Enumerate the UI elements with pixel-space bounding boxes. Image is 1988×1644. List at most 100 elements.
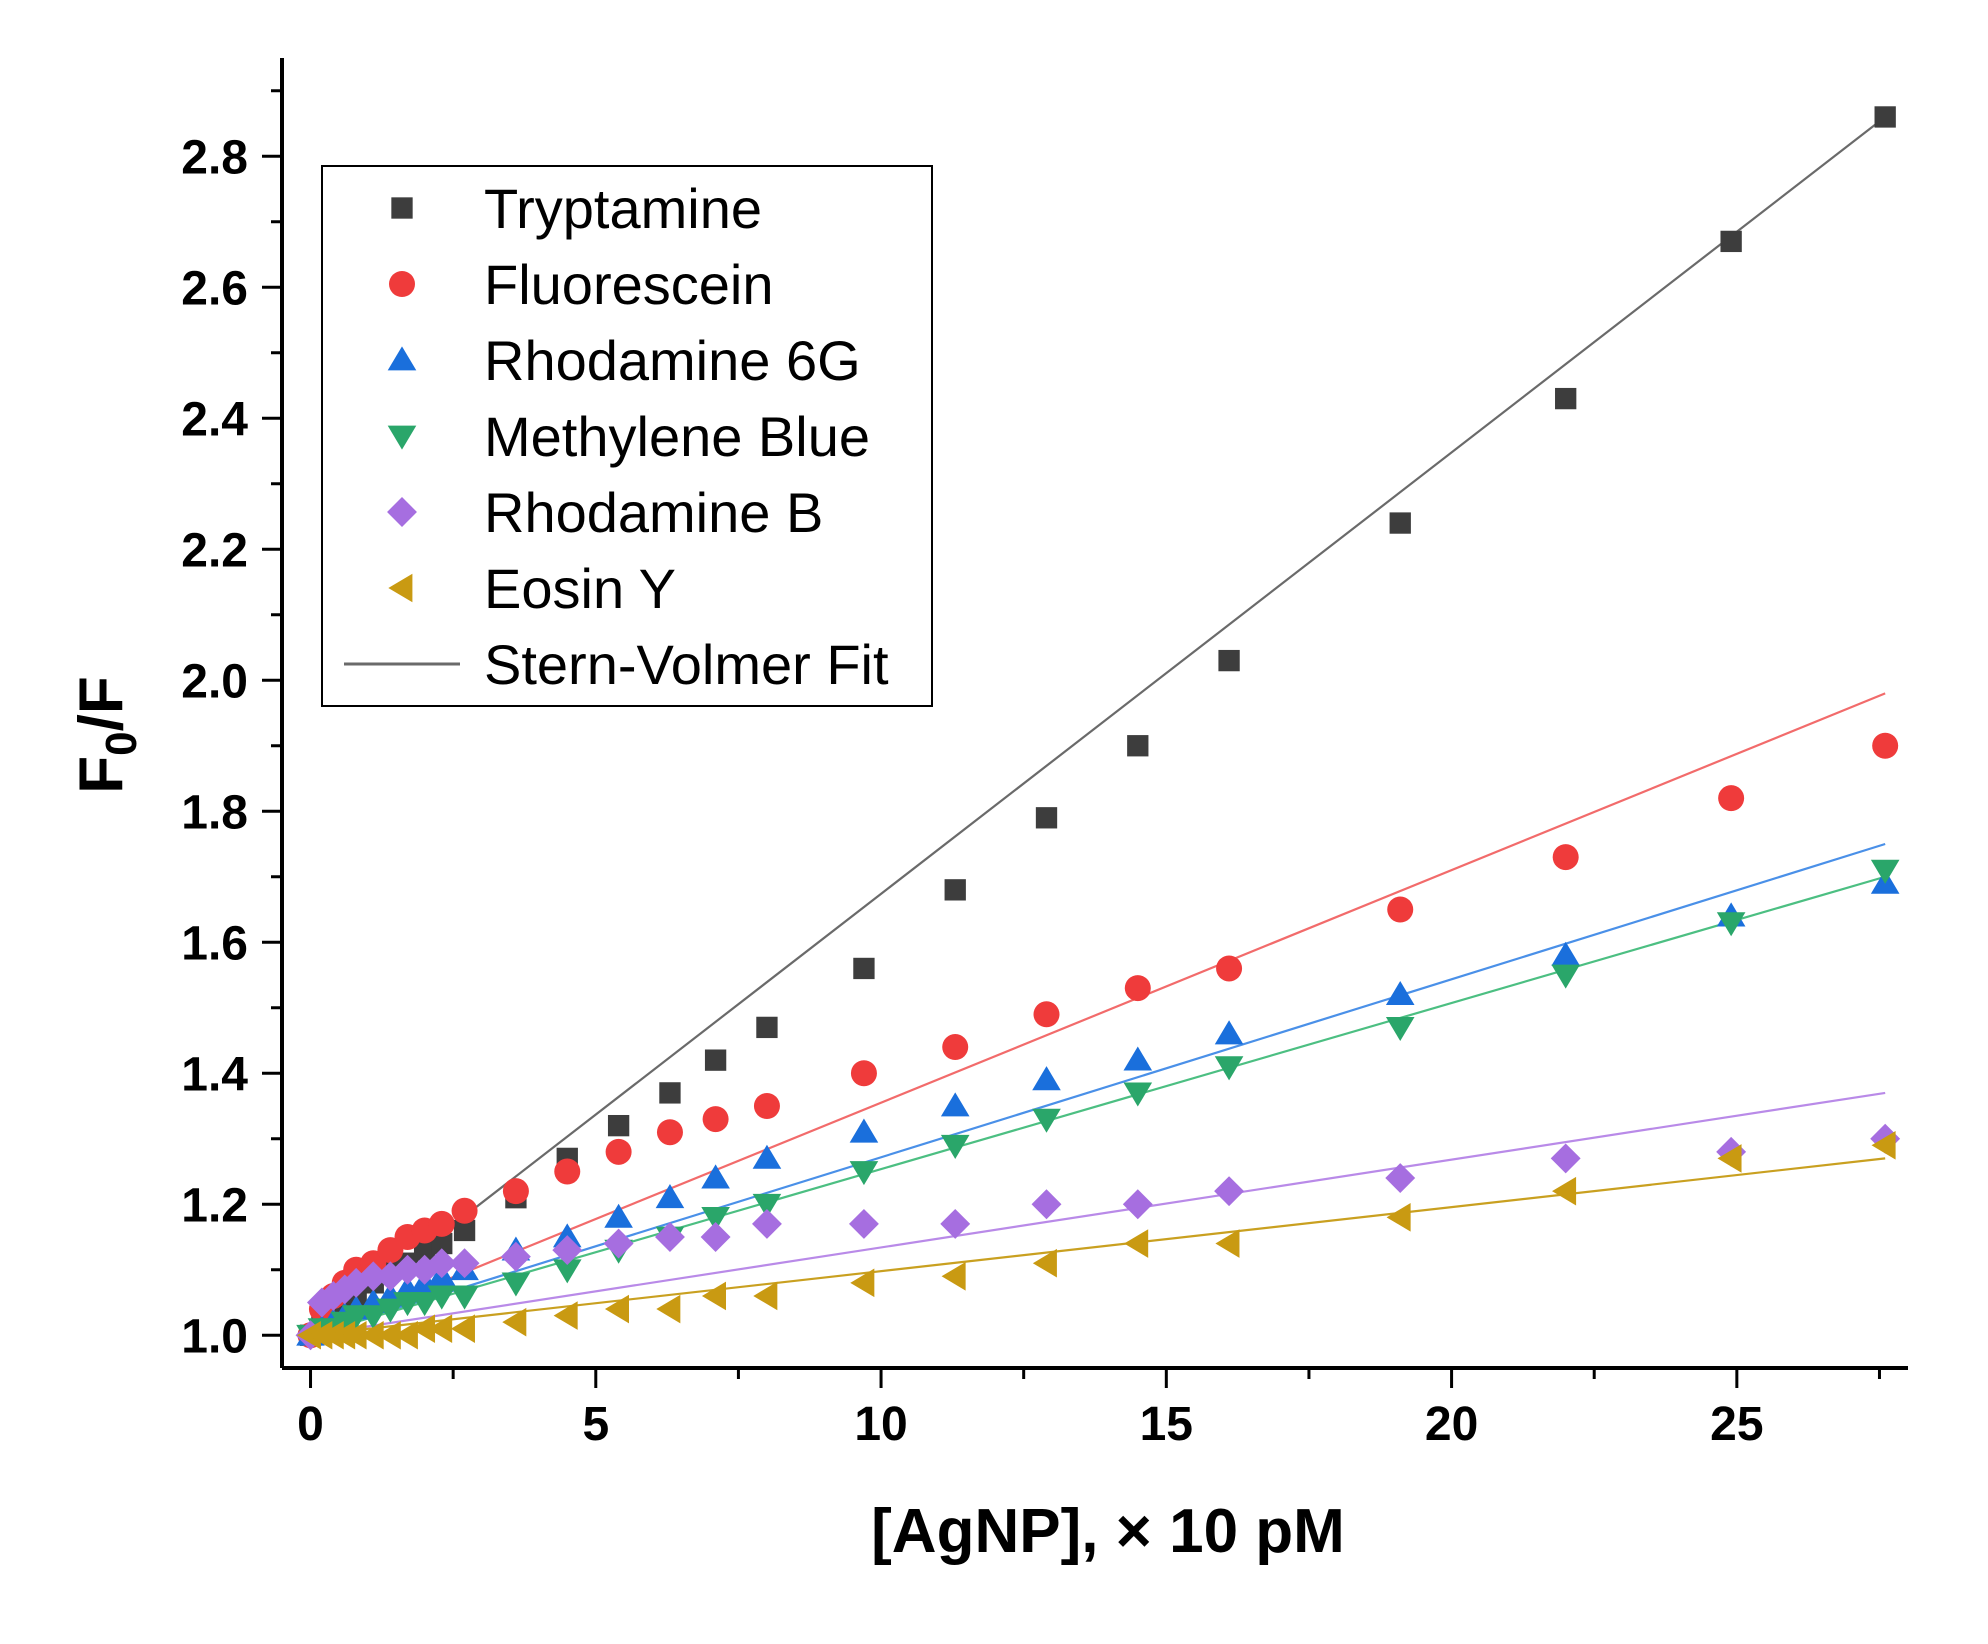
legend-label-0: Tryptamine [484, 177, 762, 240]
data-point-0-18 [944, 879, 966, 901]
data-point-3-18 [940, 1134, 970, 1159]
legend-label-1: Fluorescein [484, 253, 773, 316]
data-point-4-16 [751, 1208, 782, 1239]
data-markers [295, 106, 1901, 1351]
data-point-2-19 [1032, 1066, 1061, 1091]
data-point-0-9 [431, 1232, 453, 1255]
data-point-4-3 [329, 1274, 360, 1305]
data-point-0-19 [1035, 807, 1058, 829]
data-point-1-16 [753, 1093, 780, 1119]
data-point-5-7 [393, 1320, 418, 1350]
y-axis-title-subscript: 0 [97, 731, 146, 755]
x-tick-label-5: 25 [1710, 1398, 1763, 1451]
legend-marker-3 [387, 425, 417, 450]
data-point-1-12 [554, 1158, 581, 1185]
data-point-5-21 [1215, 1229, 1240, 1258]
axes [280, 58, 1908, 1370]
data-point-3-17 [849, 1161, 879, 1186]
y-tick-label-3: 1.6 [181, 917, 248, 970]
x-tick-label-3: 15 [1140, 1398, 1193, 1451]
legend: Tryptamine Fluorescein Rhodamine 6G Methyle… [321, 165, 933, 707]
data-point-0-10 [453, 1219, 476, 1242]
data-point-3-21 [1214, 1056, 1244, 1081]
data-point-3-11 [501, 1272, 531, 1297]
data-point-5-15 [701, 1281, 726, 1311]
y-tick-label-9: 2.8 [181, 131, 248, 184]
legend-label-3: Methylene Blue [484, 405, 870, 468]
data-point-5-24 [1717, 1144, 1742, 1173]
data-point-0-13 [607, 1114, 630, 1137]
data-point-3-5 [358, 1305, 388, 1330]
data-point-5-18 [941, 1262, 966, 1291]
data-point-4-9 [426, 1248, 457, 1279]
data-point-4-12 [552, 1235, 583, 1266]
legend-label-2: Rhodamine 6G [484, 329, 861, 392]
data-point-1-17 [850, 1060, 877, 1087]
data-point-4-15 [700, 1222, 731, 1252]
fit-line-4 [310, 1091, 1886, 1337]
data-point-4-22 [1385, 1163, 1416, 1193]
data-point-0-15 [704, 1049, 727, 1071]
data-point-2-15 [701, 1164, 730, 1189]
data-point-3-24 [1716, 912, 1746, 937]
data-point-0-8 [413, 1239, 436, 1261]
data-point-5-5 [359, 1320, 384, 1350]
data-point-1-21 [1216, 955, 1243, 982]
tick-labels: 0 5 10 15 20 25 1.0 1.2 1.4 1.6 1.8 2.0 2.2 2.4 2.6 2.8 [181, 131, 1763, 1451]
data-point-5-8 [410, 1314, 436, 1343]
data-point-5-14 [656, 1294, 681, 1324]
data-point-4-10 [449, 1248, 480, 1279]
y-tick-label-8: 2.6 [181, 262, 248, 315]
data-point-5-9 [428, 1314, 453, 1343]
y-tick-label-0: 1.0 [181, 1310, 248, 1363]
x-tick-label-0: 0 [297, 1398, 324, 1451]
data-point-2-17 [849, 1118, 879, 1143]
data-point-0-20 [1127, 735, 1149, 757]
data-point-0-21 [1218, 649, 1240, 672]
data-point-5-16 [753, 1281, 778, 1311]
legend-marker-1 [389, 271, 415, 297]
data-point-2-16 [752, 1144, 782, 1169]
data-point-0-16 [756, 1016, 778, 1039]
fit-line-1 [310, 692, 1886, 1337]
svg-text:F0/F: F0/F [67, 676, 146, 793]
data-point-1-18 [942, 1034, 969, 1061]
data-point-3-19 [1032, 1108, 1061, 1133]
data-point-2-14 [655, 1184, 685, 1209]
data-point-4-6 [375, 1261, 406, 1292]
data-point-3-6 [376, 1298, 405, 1323]
data-point-0-22 [1389, 512, 1411, 534]
data-point-5-17 [850, 1268, 875, 1298]
data-point-3-15 [701, 1206, 730, 1231]
data-point-5-23 [1552, 1176, 1577, 1206]
data-point-1-23 [1552, 844, 1579, 871]
legend-marker-4 [387, 497, 417, 527]
data-point-1-19 [1033, 1001, 1060, 1028]
data-point-4-18 [940, 1208, 971, 1239]
data-point-2-20 [1123, 1046, 1153, 1071]
legend-marker-2 [387, 346, 417, 371]
legend-marker-5 [388, 573, 413, 603]
data-point-2-22 [1385, 981, 1415, 1006]
data-point-4-11 [500, 1241, 531, 1272]
data-point-1-9 [428, 1210, 455, 1237]
data-point-0-24 [1720, 230, 1742, 253]
data-point-3-25 [1870, 859, 1900, 884]
x-tick-label-1: 5 [582, 1398, 609, 1451]
data-point-5-6 [376, 1320, 401, 1350]
data-point-5-19 [1032, 1248, 1057, 1278]
data-point-0-17 [853, 957, 875, 980]
data-point-3-10 [450, 1285, 479, 1310]
data-point-5-13 [604, 1294, 630, 1324]
y-axis-title: F0/F [67, 676, 146, 793]
data-point-5-11 [502, 1307, 527, 1337]
data-point-3-9 [427, 1285, 457, 1310]
data-point-3-8 [410, 1292, 439, 1317]
y-tick-label-6: 2.2 [181, 524, 248, 577]
ticks [262, 89, 1881, 1388]
y-tick-label-7: 2.4 [181, 393, 248, 446]
data-point-3-23 [1551, 964, 1580, 989]
y-axis-title-main: F [67, 756, 136, 794]
data-point-4-21 [1214, 1176, 1245, 1207]
